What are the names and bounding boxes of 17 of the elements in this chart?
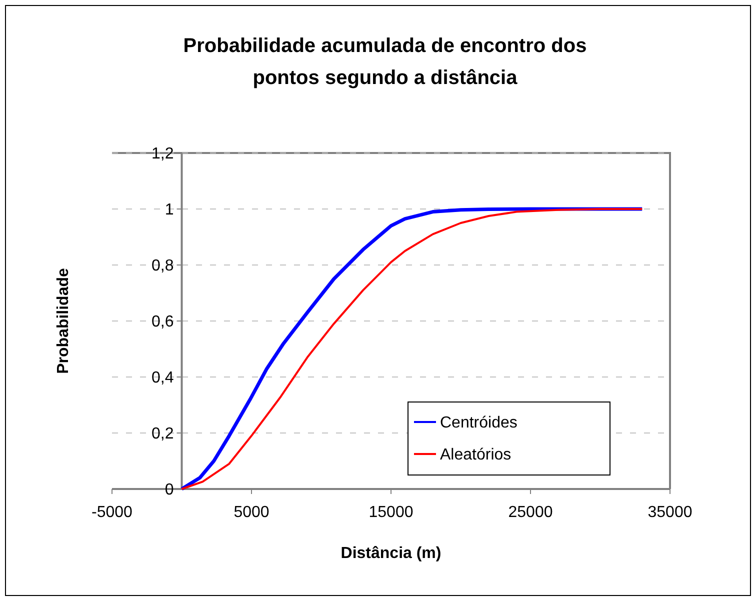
- x-tick-label: -5000: [92, 504, 133, 521]
- y-tick-label: 0,8: [152, 258, 174, 275]
- y-tick-label: 1,2: [152, 146, 174, 163]
- x-axis-title: Distância (m): [340, 545, 442, 562]
- chart-title: Probabilidade acumulada de encontro dos pontos segundo a distância: [183, 35, 587, 89]
- legend-label: Aleatórios: [440, 446, 512, 464]
- x-tick-label: 35000: [648, 504, 692, 521]
- x-tick-label: 25000: [508, 504, 553, 521]
- x-tick-label: 15000: [368, 504, 414, 521]
- y-tick-label: 0: [164, 482, 174, 499]
- y-tick-label: 0,6: [152, 314, 174, 331]
- y-axis-title: Probabilidade: [55, 268, 72, 374]
- x-tick-label: 5000: [234, 504, 270, 521]
- y-tick-label: 0,4: [152, 370, 174, 387]
- y-tick-label: 1: [164, 202, 174, 219]
- y-tick-label: 0,2: [152, 426, 174, 443]
- legend-label: Centróides: [440, 414, 518, 432]
